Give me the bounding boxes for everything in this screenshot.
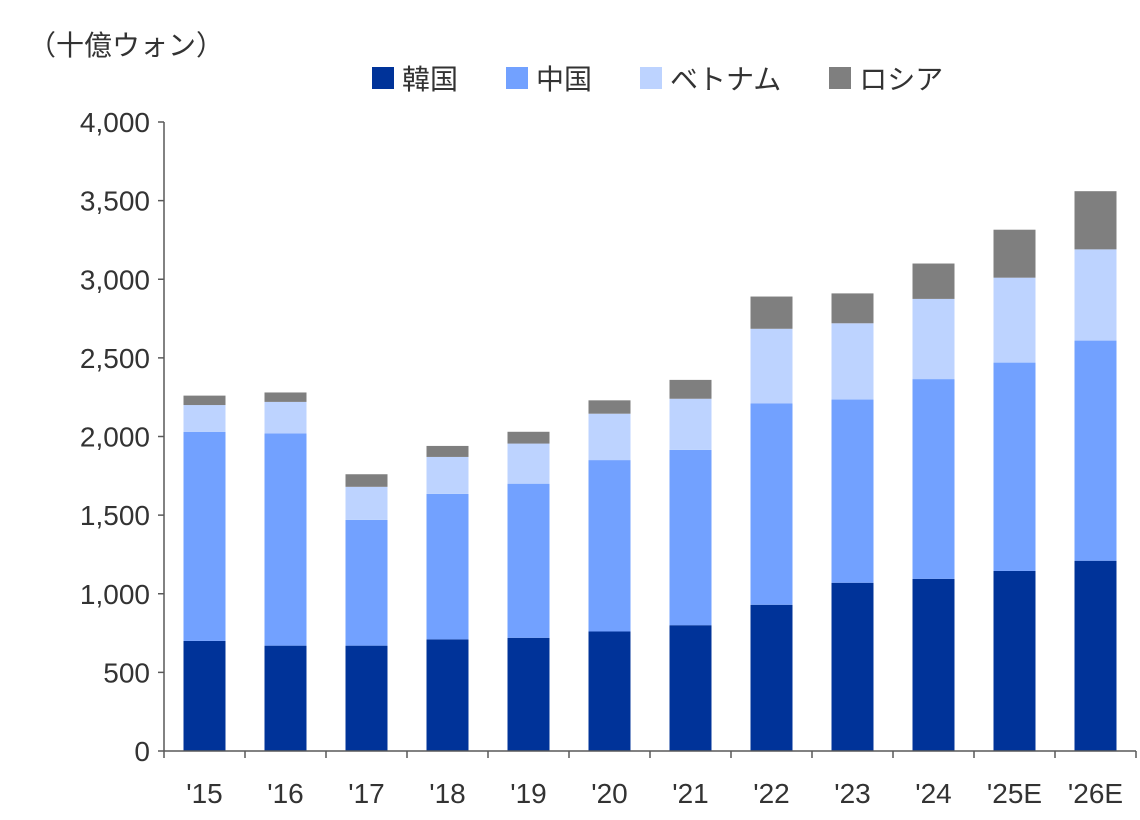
bar-15-series-3 <box>183 395 226 406</box>
unit-label: （十億ウォン） <box>28 29 225 62</box>
bar-18-series-2 <box>426 456 469 494</box>
bar-23-series-3 <box>831 293 874 324</box>
bar-21-series-1 <box>669 449 712 626</box>
bar-26E-series-0 <box>1074 560 1117 751</box>
legend-item-china: 中国 <box>506 58 592 98</box>
bar-22-series-2 <box>750 328 793 404</box>
x-tick-label: '23 <box>834 778 871 809</box>
x-tick-label: '21 <box>672 778 709 809</box>
bar-24-series-0 <box>912 578 955 751</box>
bar-16-series-0 <box>264 645 307 751</box>
bar-17-series-1 <box>345 519 388 646</box>
x-tick-label: '19 <box>510 778 547 809</box>
legend-label-vietnam: ベトナム <box>670 63 782 96</box>
bar-25E-series-2 <box>993 277 1036 363</box>
y-tick-label: 0 <box>134 736 150 767</box>
y-tick-label: 2,500 <box>80 343 150 374</box>
bar-25E-series-1 <box>993 362 1036 571</box>
legend-item-vietnam: ベトナム <box>640 58 781 98</box>
bar-24-series-1 <box>912 379 955 579</box>
bar-15-series-2 <box>183 405 226 432</box>
bar-22-series-3 <box>750 296 793 329</box>
bar-21-series-2 <box>669 398 712 450</box>
bar-20-series-3 <box>588 400 631 414</box>
bar-17-series-3 <box>345 474 388 487</box>
bar-19-series-0 <box>507 637 550 751</box>
x-tick-label: '18 <box>429 778 466 809</box>
bar-20-series-2 <box>588 413 631 461</box>
x-tick-label: '24 <box>915 778 952 809</box>
bar-15-series-0 <box>183 640 226 751</box>
bar-22-series-0 <box>750 604 793 751</box>
legend-item-korea: 韓国 <box>372 58 458 98</box>
x-tick-label: '15 <box>186 778 223 809</box>
bar-20-series-1 <box>588 460 631 632</box>
bar-19-series-3 <box>507 431 550 444</box>
bar-25E-series-3 <box>993 229 1036 278</box>
bar-15-series-1 <box>183 431 226 641</box>
x-tick-label: '20 <box>591 778 628 809</box>
x-tick-label: '16 <box>267 778 304 809</box>
bar-18-series-1 <box>426 493 469 640</box>
bar-23-series-0 <box>831 582 874 751</box>
y-tick-label: 4,000 <box>80 107 150 138</box>
y-tick-label: 3,000 <box>80 264 150 295</box>
y-tick-label: 500 <box>103 657 150 688</box>
bar-19-series-2 <box>507 443 550 484</box>
legend-swatch-china <box>506 67 529 89</box>
legend-label-korea: 韓国 <box>402 63 459 96</box>
bar-18-series-0 <box>426 639 469 751</box>
bar-17-series-2 <box>345 486 388 520</box>
bar-17-series-0 <box>345 645 388 751</box>
bar-23-series-1 <box>831 399 874 583</box>
x-tick-label: '17 <box>348 778 385 809</box>
bar-21-series-0 <box>669 625 712 751</box>
bar-20-series-0 <box>588 631 631 751</box>
bar-26E-series-3 <box>1074 191 1117 250</box>
bar-21-series-3 <box>669 379 712 399</box>
legend-swatch-russia <box>829 67 852 89</box>
y-tick-label: 1,500 <box>80 500 150 531</box>
bar-16-series-3 <box>264 392 307 402</box>
bar-24-series-2 <box>912 298 955 380</box>
legend-item-russia: ロシア <box>829 58 943 98</box>
bar-16-series-2 <box>264 401 307 434</box>
x-tick-label: '26E <box>1068 778 1123 809</box>
bar-26E-series-1 <box>1074 340 1117 561</box>
legend-swatch-korea <box>372 67 394 89</box>
y-tick-label: 3,500 <box>80 186 150 217</box>
y-tick-label: 2,000 <box>80 422 150 453</box>
bar-25E-series-0 <box>993 570 1036 751</box>
legend-label-russia: ロシア <box>859 63 944 96</box>
bar-26E-series-2 <box>1074 249 1117 341</box>
bar-24-series-3 <box>912 263 955 299</box>
legend-swatch-vietnam <box>640 67 663 89</box>
bar-22-series-1 <box>750 403 793 605</box>
bar-23-series-2 <box>831 323 874 400</box>
legend: 韓国 中国 ベトナム ロシア <box>372 58 991 98</box>
legend-label-china: 中国 <box>536 63 593 96</box>
x-tick-label: '25E <box>987 778 1042 809</box>
bar-18-series-3 <box>426 445 469 457</box>
bar-16-series-1 <box>264 433 307 646</box>
bar-19-series-1 <box>507 483 550 638</box>
x-tick-label: '22 <box>753 778 790 809</box>
y-tick-label: 1,000 <box>80 579 150 610</box>
